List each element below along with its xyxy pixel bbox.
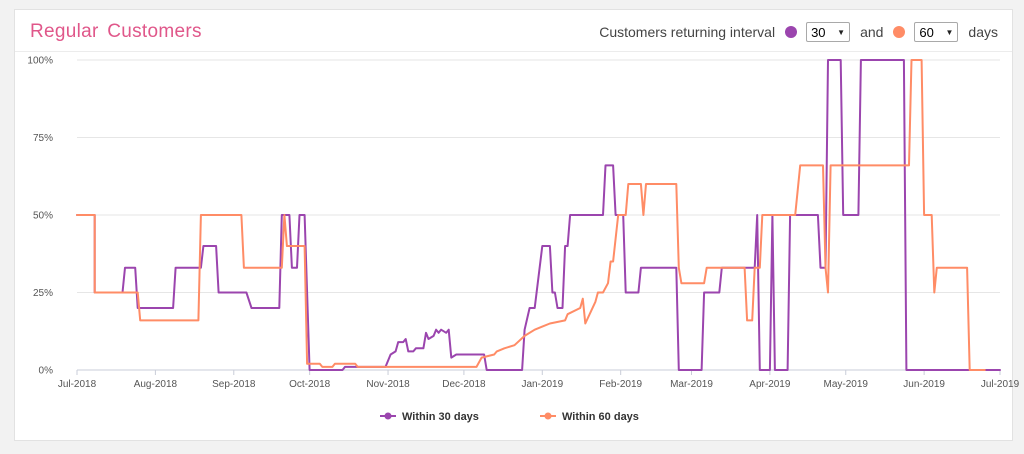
x-tick-label: Feb-2019 [599, 379, 642, 390]
legend-marker-icon [544, 412, 552, 420]
x-tick-label: May-2019 [824, 379, 869, 390]
x-tick-label: Jul-2019 [981, 379, 1020, 390]
series-60-color-dot [893, 26, 906, 38]
legend-item[interactable]: Within 30 days [380, 411, 479, 423]
x-tick-label: Nov-2018 [366, 379, 410, 390]
x-tick-label: Mar-2019 [670, 379, 713, 390]
second-interval-value: 60 [919, 24, 934, 40]
caret-down-icon: ▼ [837, 27, 846, 37]
caret-down-icon: ▼ [945, 27, 954, 37]
legend-marker-icon [384, 412, 392, 420]
connector-text: and [860, 24, 884, 40]
chart-series [76, 59, 1001, 371]
x-tick-label: Apr-2019 [749, 379, 791, 390]
x-tick-label: Sep-2018 [212, 379, 256, 390]
x-tick-label: Oct-2018 [289, 379, 331, 390]
card-header: Regular Customers Customers returning in… [15, 10, 1012, 52]
y-axis: 0% 25% 50% 75% 100% [27, 56, 53, 377]
x-axis: Jul-2018 Aug-2018 Sep-2018 Oct-2018 Nov-2018… [58, 370, 1020, 390]
series-30-color-dot [785, 26, 798, 38]
x-tick-label: Jul-2018 [58, 379, 97, 390]
first-interval-select[interactable]: 30 ▼ [806, 22, 851, 42]
first-interval-value: 30 [811, 24, 826, 40]
x-tick-label: Jan-2019 [521, 379, 563, 390]
y-tick-label: 50% [33, 211, 53, 222]
y-tick-label: 75% [33, 133, 53, 144]
legend-item[interactable]: Within 60 days [540, 411, 639, 423]
interval-controls: Customers returning interval 30 ▼ and 60… [599, 21, 998, 43]
x-tick-label: Jun-2019 [903, 379, 945, 390]
unit-text: days [968, 24, 998, 40]
x-tick-label: Aug-2018 [134, 379, 178, 390]
y-tick-label: 25% [33, 288, 53, 299]
second-interval-select[interactable]: 60 ▼ [914, 22, 959, 42]
x-tick-label: Dec-2018 [442, 379, 486, 390]
interval-label: Customers returning interval [599, 24, 776, 40]
card-title: Regular Customers [30, 21, 202, 42]
y-tick-label: 0% [39, 366, 54, 377]
chart-legend[interactable]: Within 30 days Within 60 days [380, 411, 639, 423]
legend-label: Within 60 days [562, 411, 639, 423]
series-line [76, 59, 986, 371]
y-tick-label: 100% [27, 56, 53, 67]
legend-label: Within 30 days [402, 411, 479, 423]
series-line [76, 59, 1001, 371]
